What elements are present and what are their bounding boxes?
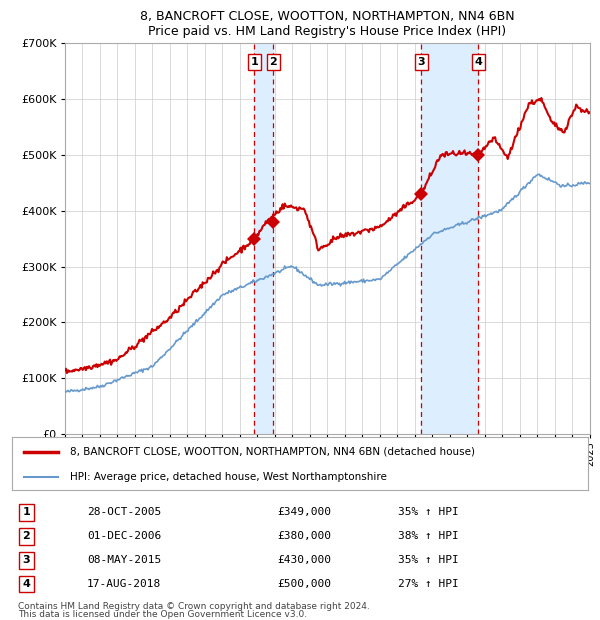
Text: 4: 4: [22, 579, 31, 589]
Text: 27% ↑ HPI: 27% ↑ HPI: [398, 579, 458, 589]
Text: 1: 1: [23, 507, 30, 518]
Text: 8, BANCROFT CLOSE, WOOTTON, NORTHAMPTON, NN4 6BN (detached house): 8, BANCROFT CLOSE, WOOTTON, NORTHAMPTON,…: [70, 447, 475, 457]
Text: HPI: Average price, detached house, West Northamptonshire: HPI: Average price, detached house, West…: [70, 472, 386, 482]
Text: 35% ↑ HPI: 35% ↑ HPI: [398, 555, 458, 565]
Text: 1: 1: [250, 57, 258, 67]
Text: 4: 4: [475, 57, 482, 67]
Text: Contains HM Land Registry data © Crown copyright and database right 2024.: Contains HM Land Registry data © Crown c…: [18, 602, 370, 611]
Text: 01-DEC-2006: 01-DEC-2006: [87, 531, 161, 541]
Title: 8, BANCROFT CLOSE, WOOTTON, NORTHAMPTON, NN4 6BN
Price paid vs. HM Land Registry: 8, BANCROFT CLOSE, WOOTTON, NORTHAMPTON,…: [140, 10, 515, 38]
Text: 08-MAY-2015: 08-MAY-2015: [87, 555, 161, 565]
Text: 28-OCT-2005: 28-OCT-2005: [87, 507, 161, 518]
Text: £500,000: £500,000: [277, 579, 331, 589]
Bar: [254, 43, 274, 434]
Text: 3: 3: [23, 555, 30, 565]
Text: £380,000: £380,000: [277, 531, 331, 541]
Text: 17-AUG-2018: 17-AUG-2018: [87, 579, 161, 589]
Text: £430,000: £430,000: [277, 555, 331, 565]
Text: This data is licensed under the Open Government Licence v3.0.: This data is licensed under the Open Gov…: [18, 610, 307, 619]
Text: £349,000: £349,000: [277, 507, 331, 518]
Text: 2: 2: [23, 531, 30, 541]
Text: 38% ↑ HPI: 38% ↑ HPI: [398, 531, 458, 541]
Text: 2: 2: [269, 57, 277, 67]
Text: 3: 3: [417, 57, 425, 67]
Text: 35% ↑ HPI: 35% ↑ HPI: [398, 507, 458, 518]
Bar: [421, 43, 478, 434]
